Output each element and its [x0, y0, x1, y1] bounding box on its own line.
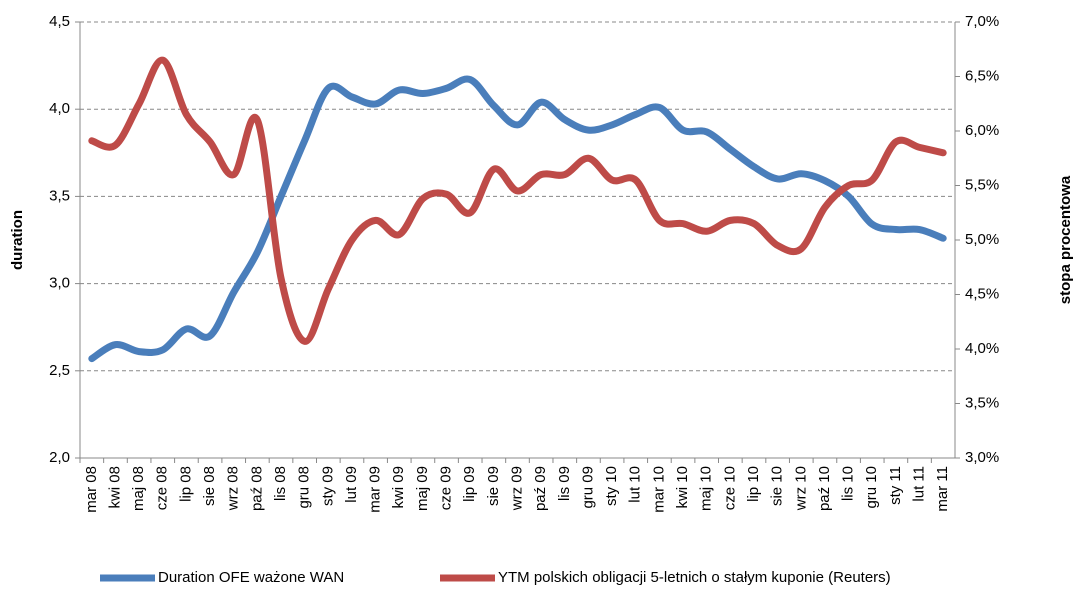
- x-tick-label: sie 09: [485, 466, 502, 506]
- x-tick-label: maj 10: [698, 466, 715, 511]
- x-tick-label: lip 08: [177, 466, 194, 502]
- x-tick-label: lut 10: [627, 466, 644, 503]
- x-tick-label: lip 10: [745, 466, 762, 502]
- x-tick-label: paź 09: [532, 466, 549, 511]
- x-tick-label: sie 10: [769, 466, 786, 506]
- x-tick-label: lut 09: [343, 466, 360, 503]
- y2-tick-label: 6,5%: [965, 67, 999, 84]
- y2-tick-label: 6,0%: [965, 122, 999, 139]
- x-tick-label: mar 09: [367, 466, 384, 513]
- x-tick-label: lut 11: [910, 466, 927, 502]
- x-tick-label: wrz 08: [225, 466, 242, 511]
- x-tick-label: lis 10: [840, 466, 857, 501]
- y2-tick-label: 3,5%: [965, 394, 999, 411]
- x-tick-label: cze 09: [438, 466, 455, 510]
- y-tick-label: 2,5: [49, 362, 70, 379]
- x-tick-label: sty 11: [887, 466, 904, 505]
- x-tick-label: cze 10: [721, 466, 738, 510]
- line-series: [88, 56, 947, 345]
- x-tick-label: sty 10: [603, 466, 620, 506]
- x-tick-label: sty 09: [319, 466, 336, 506]
- y-tick-label: 4,5: [49, 13, 70, 30]
- y2-axis-title: stopa procentowa: [1057, 175, 1074, 304]
- line-series: [88, 75, 947, 363]
- x-tick-label: cze 08: [154, 466, 171, 510]
- y2-tick-label: 5,0%: [965, 231, 999, 248]
- y-tick-label: 3,0: [49, 275, 70, 292]
- x-tick-label: kwi 10: [674, 466, 691, 509]
- x-tick-label: lis 09: [556, 466, 573, 501]
- x-tick-label: wrz 10: [792, 466, 809, 511]
- x-tick-label: kwi 08: [106, 466, 123, 509]
- x-tick-label: wrz 09: [508, 466, 525, 511]
- y2-tick-label: 4,5%: [965, 285, 999, 302]
- legend-label: YTM polskich obligacji 5-letnich o stały…: [498, 569, 891, 586]
- x-tick-label: gru 10: [863, 466, 880, 509]
- y-tick-label: 3,5: [49, 187, 70, 204]
- x-tick-label: paź 08: [248, 466, 265, 511]
- x-tick-label: paź 10: [816, 466, 833, 511]
- x-tick-label: lis 08: [272, 466, 289, 501]
- x-tick-label: gru 09: [579, 466, 596, 509]
- x-tick-label: gru 08: [296, 466, 313, 509]
- y-axis-title: duration: [9, 210, 26, 270]
- y2-tick-label: 5,5%: [965, 176, 999, 193]
- y-tick-label: 4,0: [49, 100, 70, 117]
- y2-tick-label: 4,0%: [965, 340, 999, 357]
- x-tick-label: lip 09: [461, 466, 478, 502]
- x-tick-label: sie 08: [201, 466, 218, 506]
- x-tick-label: mar 10: [650, 466, 667, 513]
- x-tick-label: maj 08: [130, 466, 147, 511]
- y-tick-label: 2,0: [49, 449, 70, 466]
- y2-tick-label: 3,0%: [965, 449, 999, 466]
- y2-tick-label: 7,0%: [965, 13, 999, 30]
- legend-label: Duration OFE ważone WAN: [158, 569, 344, 586]
- x-tick-label: maj 09: [414, 466, 431, 511]
- x-tick-label: mar 11: [934, 466, 951, 512]
- x-tick-label: kwi 09: [390, 466, 407, 509]
- x-tick-label: mar 08: [83, 466, 100, 513]
